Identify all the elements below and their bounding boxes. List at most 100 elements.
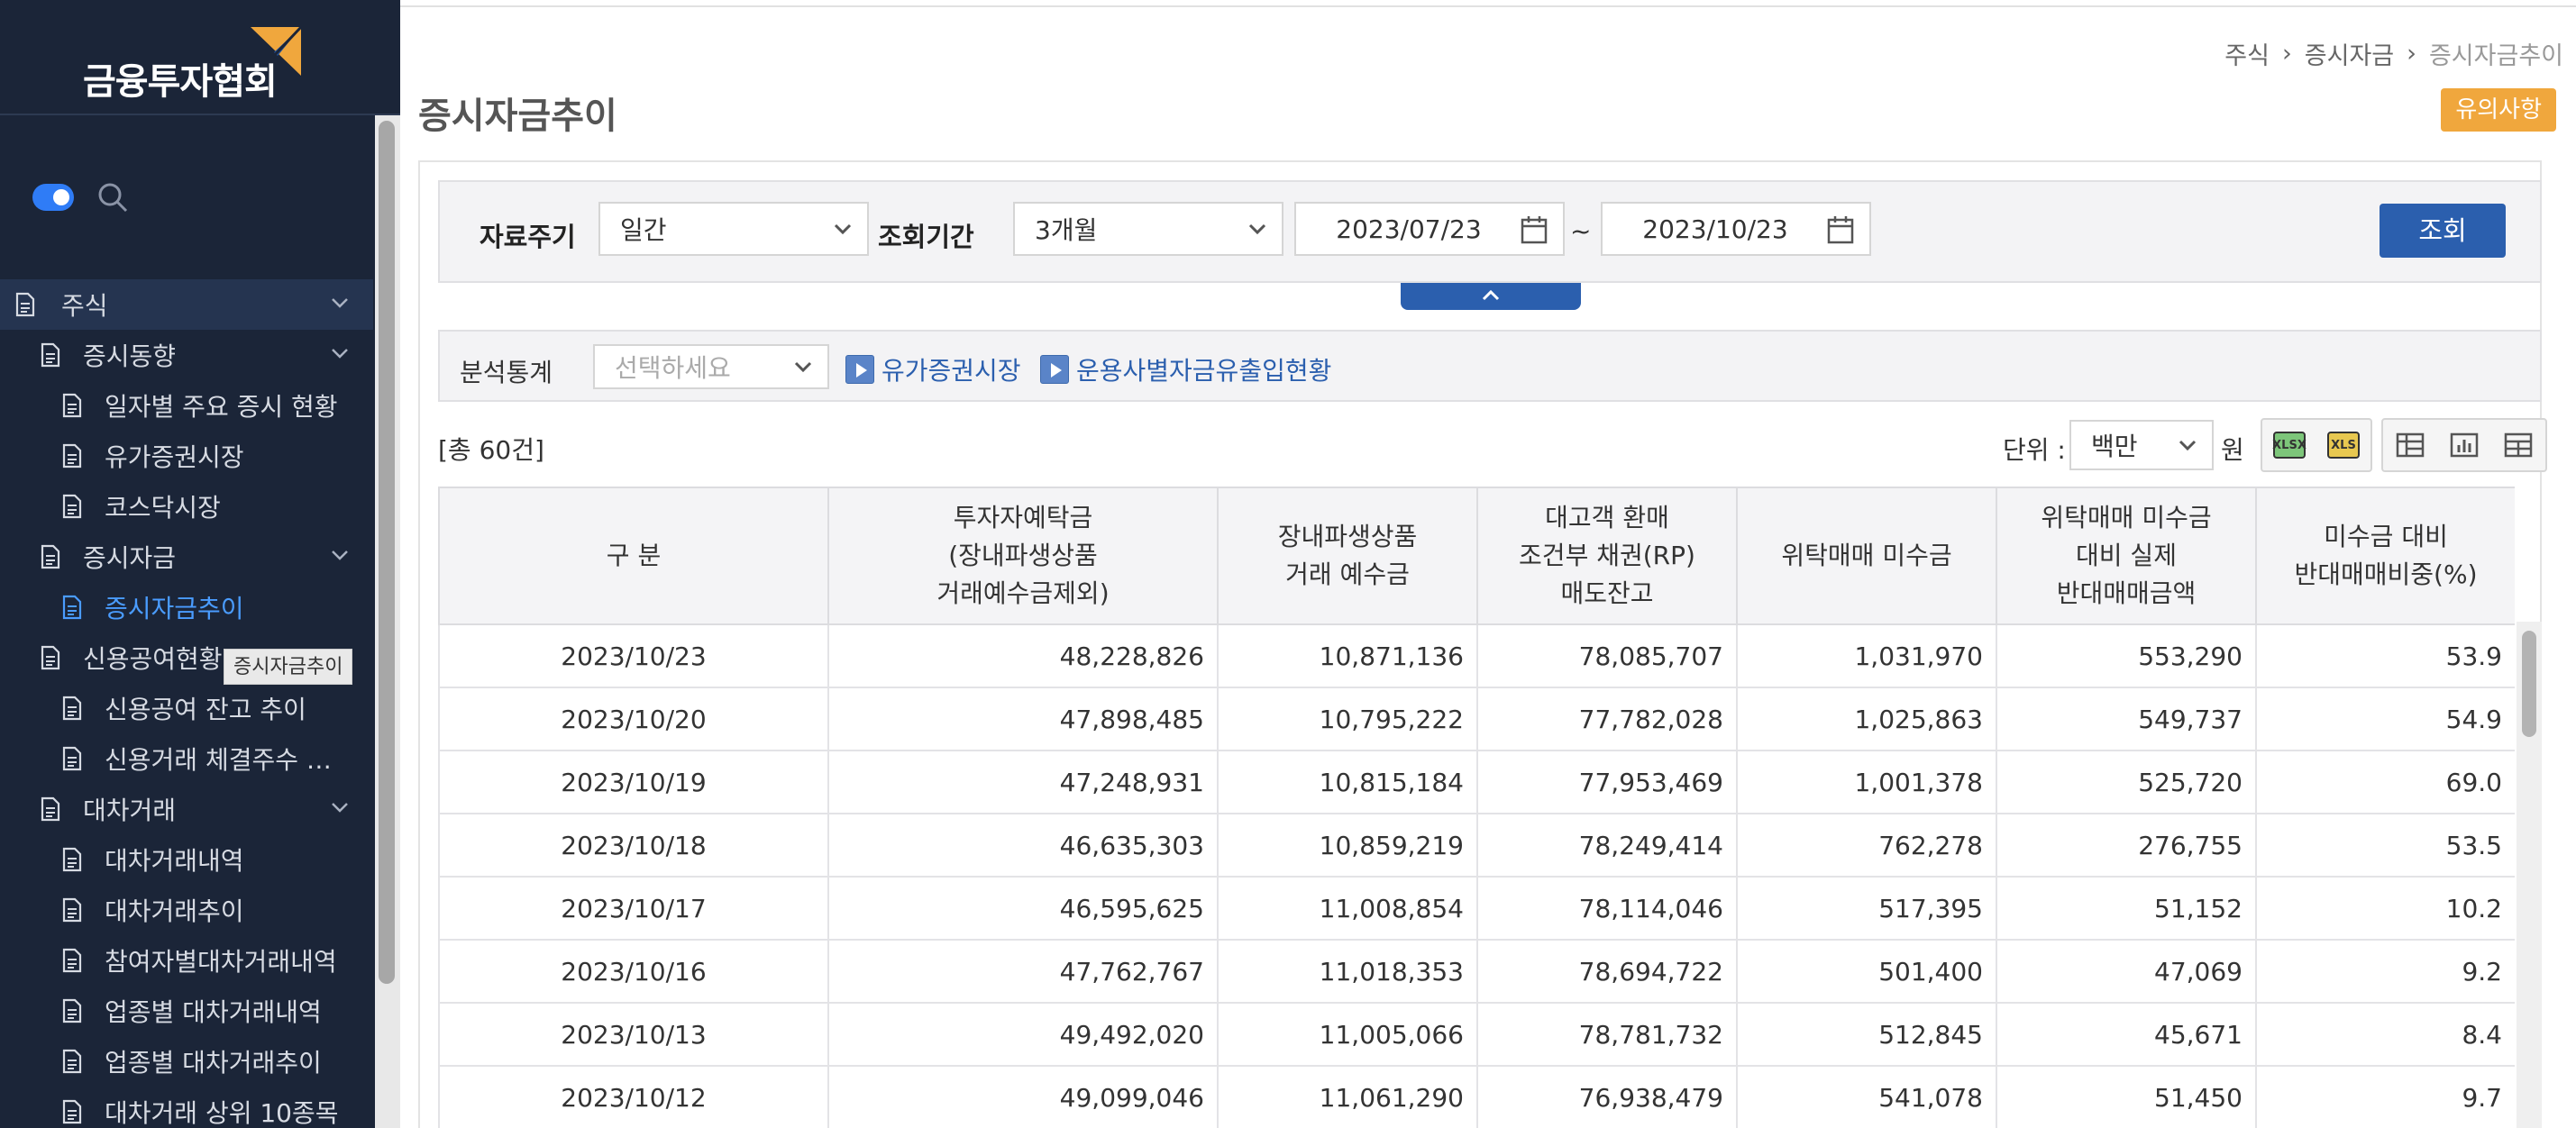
sidebar-item[interactable]: 업종별 대차거래내역 [0,986,373,1036]
sidebar-item[interactable]: 대차거래 상위 10종목 [0,1087,373,1128]
table-icon [2396,432,2425,458]
link-kospi-market[interactable]: 유가증권시장 [845,351,1021,387]
sidebar-item[interactable]: 코스닥시장 [0,481,373,532]
chevron-down-icon [794,361,812,373]
sidebar-item[interactable]: 신용거래 체결주수 … [0,733,373,784]
sidebar-item[interactable]: 유가증권시장 [0,431,373,481]
table-row[interactable]: 2023/10/17 46,595,625 11,008,854 78,114,046… [438,876,2515,941]
table-scroll-thumb[interactable] [2522,631,2536,737]
value-cell: 11,008,854 [1217,876,1478,941]
value-cell: 45,671 [1996,1002,2257,1067]
value-cell: 47,248,931 [827,750,1219,814]
sidebar-item[interactable]: 일자별 주요 증시 현황 [0,380,373,431]
value-cell: 10,795,222 [1217,687,1478,751]
link-label: 유가증권시장 [882,356,1021,386]
grid-view-button[interactable] [2491,420,2545,470]
export-xls-button[interactable]: XLS [2316,420,2370,470]
sidebar-toggle[interactable] [32,184,74,211]
view-mode-buttons [2381,418,2547,472]
sidebar-item[interactable]: 대차거래내역 [0,834,373,885]
document-icon [62,494,82,519]
sidebar-item[interactable]: 신용공여 잔고 추이 [0,683,373,733]
unit-select[interactable]: 백만 [2069,420,2214,470]
collapse-filter-button[interactable] [1401,283,1581,310]
notice-button[interactable]: 유의사항 [2441,88,2556,132]
sidebar-item[interactable]: 참여자별대차거래내역 [0,935,373,986]
sidebar-item[interactable]: 주식 [0,279,373,330]
brand-logo[interactable]: 금융투자협회 [0,0,400,115]
document-icon [62,443,82,468]
value-cell: 49,099,046 [827,1065,1219,1128]
chevron-down-icon [834,223,852,235]
chevron-down-icon[interactable] [330,548,350,562]
date-to-input[interactable]: 2023/10/23 [1601,202,1871,256]
value-cell: 549,737 [1996,687,2257,751]
value-cell: 11,018,353 [1217,939,1478,1004]
sidebar-item-label: 코스닥시장 [105,493,221,523]
page-title: 증시자금추이 [418,96,617,137]
table-row[interactable]: 2023/10/18 46,635,303 10,859,219 78,249,414… [438,813,2515,878]
value-cell: 76,938,479 [1476,1065,1738,1128]
export-xlsx-button[interactable]: XLSX [2262,420,2316,470]
breadcrumb-item[interactable]: 주식 [2224,42,2270,70]
value-cell: 46,595,625 [827,876,1219,941]
export-buttons: XLSX XLS [2261,418,2372,472]
table-row[interactable]: 2023/10/12 49,099,046 11,061,290 76,938,479… [438,1065,2515,1128]
chevron-down-icon[interactable] [330,346,350,360]
date-cell: 2023/10/23 [438,623,829,688]
table-row[interactable]: 2023/10/20 47,898,485 10,795,222 77,782,028… [438,687,2515,751]
date-from-input[interactable]: 2023/07/23 [1294,202,1565,256]
link-fund-flow[interactable]: 운용사별자금유출입현황 [1040,351,1331,387]
document-icon [15,292,35,317]
sidebar-item[interactable]: 대차거래 [0,784,373,834]
table-view-button[interactable] [2383,420,2437,470]
chevron-down-icon[interactable] [330,800,350,814]
chart-view-button[interactable] [2437,420,2491,470]
analysis-panel: 분석통계 선택하세요 유가증권시장 운용사별자금유출입현황 [438,330,2542,402]
sidebar-item[interactable]: 업종별 대차거래추이 [0,1036,373,1087]
table-row[interactable]: 2023/10/23 48,228,826 10,871,136 78,085,707… [438,623,2515,688]
range-label: 조회기간 [878,222,974,252]
period-select[interactable]: 일간 [598,202,869,256]
table-row[interactable]: 2023/10/16 47,762,767 11,018,353 78,694,722… [438,939,2515,1004]
document-icon [62,948,82,973]
unit-label: 단위 : [2003,435,2066,465]
value-cell: 10,815,184 [1217,750,1478,814]
document-icon [62,595,82,620]
value-cell: 9.2 [2255,939,2515,1004]
column-header: 장내파생상품 거래 예수금 [1217,487,1478,625]
document-icon [62,746,82,771]
sidebar-scroll-thumb[interactable] [379,121,395,984]
value-cell: 8.4 [2255,1002,2515,1067]
calendar-icon[interactable] [1826,214,1855,245]
xlsx-icon: XLSX [2272,432,2307,459]
value-cell: 78,249,414 [1476,813,1738,878]
brand-name: 금융투자협회 [83,61,278,103]
sidebar-item[interactable]: 신용공여현황 [0,632,373,683]
chevron-down-icon [1248,223,1266,235]
chevron-down-icon[interactable] [330,296,350,310]
value-cell: 517,395 [1736,876,1997,941]
table-row[interactable]: 2023/10/13 49,492,020 11,005,066 78,781,732… [438,1002,2515,1067]
sidebar-item[interactable]: 증시자금추이 [0,582,373,632]
sidebar-item-label: 업종별 대차거래추이 [105,1048,322,1078]
analysis-select[interactable]: 선택하세요 [593,344,829,389]
breadcrumb-item[interactable]: 증시자금 [2304,42,2395,70]
calendar-icon[interactable] [1520,214,1548,245]
search-icon[interactable] [97,182,128,213]
data-table: 구 분 투자자예탁금 (장내파생상품 거래예수금제외) 장내파생상품 거래 예수금 대고객 … [438,487,2515,1128]
table-row[interactable]: 2023/10/19 47,248,931 10,815,184 77,953,469… [438,750,2515,814]
sidebar-item[interactable]: 대차거래추이 [0,885,373,935]
analysis-select-placeholder: 선택하세요 [615,353,731,383]
column-header: 위탁매매 미수금 대비 실제 반대매매금액 [1996,487,2257,625]
sidebar-item[interactable]: 증시자금 [0,532,373,582]
table-body: 2023/10/23 48,228,826 10,871,136 78,085,707… [438,623,2515,1128]
value-cell: 11,005,066 [1217,1002,1478,1067]
range-select-value: 3개월 [1035,215,1098,245]
range-select[interactable]: 3개월 [1013,202,1283,256]
sidebar-item[interactable]: 증시동향 [0,330,373,380]
document-icon [41,796,60,822]
sidebar-item-label: 대차거래내역 [105,846,244,876]
search-button[interactable]: 조회 [2380,204,2506,258]
table-scrollbar[interactable] [2517,622,2542,1128]
